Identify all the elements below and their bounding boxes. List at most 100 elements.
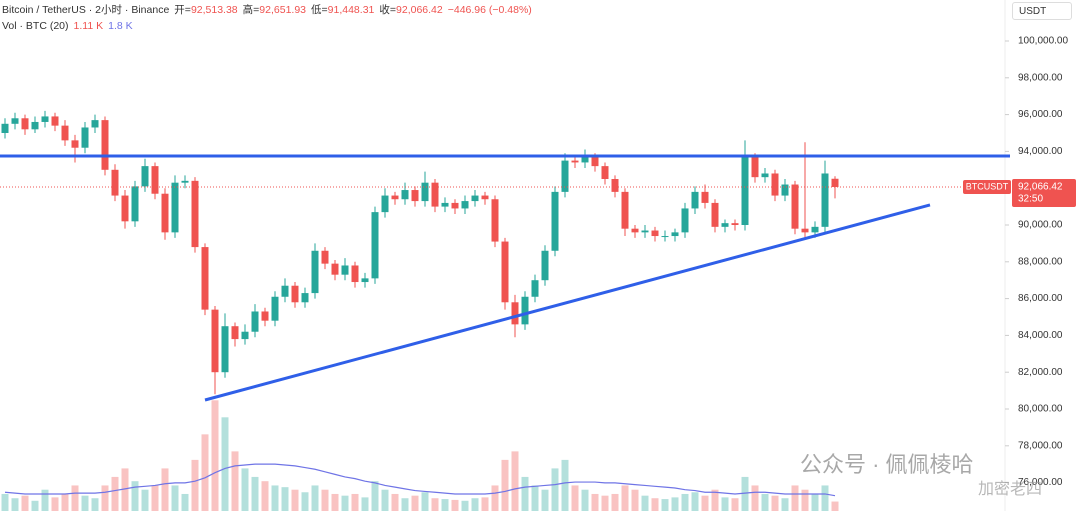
candle-body	[91, 120, 99, 128]
volume-bar	[591, 493, 599, 511]
volume-bar	[301, 492, 309, 511]
candle-body	[341, 265, 349, 275]
candle-body	[801, 228, 809, 233]
volume-bar	[71, 485, 79, 511]
candle-body	[241, 331, 249, 340]
candle-body	[31, 121, 39, 130]
volume-bar	[481, 497, 489, 511]
volume-bar	[151, 485, 159, 511]
volume-bar	[31, 500, 39, 511]
volume-bar	[131, 481, 139, 511]
volume-bar	[381, 489, 389, 511]
volume-bar	[471, 498, 479, 511]
volume-bar	[581, 489, 589, 511]
candle-body	[721, 223, 729, 227]
candle-body	[291, 285, 299, 303]
candle-body	[211, 309, 219, 373]
candle-body	[731, 223, 739, 226]
volume-bar	[511, 451, 519, 511]
candle-body	[591, 156, 599, 167]
y-tick-label: 86,000.00	[1018, 293, 1063, 304]
y-tick-label: 100,000.00	[1018, 36, 1068, 47]
y-tick-label: 84,000.00	[1018, 330, 1063, 341]
candle-body	[251, 311, 259, 332]
candle-body	[101, 120, 109, 170]
volume-bar	[701, 495, 709, 511]
candle-body	[231, 326, 239, 340]
candle-body	[691, 191, 699, 209]
candle-body	[121, 195, 129, 222]
volume-bar	[251, 476, 259, 511]
volume-bar	[51, 497, 59, 511]
volume-bar	[111, 476, 119, 511]
candle-body	[751, 156, 759, 178]
candle-body	[371, 212, 379, 279]
ohlc-low: 低=91,448.31	[311, 4, 375, 16]
price-legend: Bitcoin / TetherUS · 2小时 · Binance 开=92,…	[2, 2, 532, 18]
last-price-label: 92,066.42	[1018, 182, 1063, 193]
candle-body	[561, 160, 569, 192]
candle-body	[351, 265, 359, 283]
ohlc-high: 高=92,651.93	[242, 4, 307, 16]
symbol-tag-box	[963, 179, 1011, 194]
volume-bar	[441, 499, 449, 511]
candle-body	[701, 191, 709, 203]
ohlc-close: 收=92,066.42	[379, 4, 443, 16]
candle-body	[71, 140, 79, 148]
volume-bar	[81, 495, 89, 511]
volume-bar	[811, 493, 819, 511]
candle-body	[641, 230, 649, 233]
volume-bar	[431, 498, 439, 511]
candle-body	[481, 195, 489, 200]
candle-body	[111, 169, 119, 196]
volume-bar	[261, 481, 269, 511]
volume-bar	[801, 489, 809, 511]
volume-bar	[331, 493, 339, 511]
symbol: Bitcoin / TetherUS · 2小时 · Binance	[2, 4, 170, 16]
volume-bar	[11, 498, 19, 511]
symbol-tag: BTCUSDT	[966, 181, 1009, 191]
axis-unit[interactable]: USDT	[1012, 2, 1072, 20]
volume-label: Vol · BTC (20)	[2, 20, 69, 32]
candle-body	[791, 184, 799, 229]
volume-bar	[371, 481, 379, 511]
candle-body	[301, 293, 309, 303]
candle-body	[531, 280, 539, 297]
candle-body	[191, 180, 199, 248]
y-tick-label: 88,000.00	[1018, 256, 1063, 267]
volume-bar	[611, 493, 619, 511]
candle-body	[471, 195, 479, 202]
y-tick-label: 94,000.00	[1018, 146, 1063, 157]
candle-body	[401, 190, 409, 200]
y-tick-label: 90,000.00	[1018, 220, 1063, 231]
volume-legend: Vol · BTC (20) 1.11 K 1.8 K	[2, 18, 532, 34]
volume-bar	[141, 489, 149, 511]
volume-bar	[101, 485, 109, 511]
volume-bar	[1, 493, 9, 511]
volume-bar	[541, 489, 549, 511]
candle-body	[391, 195, 399, 200]
volume-bar	[191, 459, 199, 511]
candle-body	[761, 173, 769, 178]
candle-body	[221, 326, 229, 373]
candle-body	[281, 285, 289, 297]
volume-bar	[671, 497, 679, 511]
volume-bar	[551, 468, 559, 511]
y-tick-label: 96,000.00	[1018, 109, 1063, 120]
volume-bar	[571, 485, 579, 511]
candle-body	[831, 178, 839, 187]
candle-body	[681, 208, 689, 233]
volume-bar	[241, 468, 249, 511]
candle-body	[21, 118, 29, 130]
volume-bar	[391, 493, 399, 511]
candle-body	[181, 180, 189, 183]
candle-body	[501, 241, 509, 303]
volume-bar	[61, 493, 69, 511]
trendline	[204, 203, 931, 402]
volume-bar	[731, 498, 739, 511]
volume-bar	[751, 485, 759, 511]
candle-body	[131, 186, 139, 222]
candle-body	[631, 228, 639, 233]
